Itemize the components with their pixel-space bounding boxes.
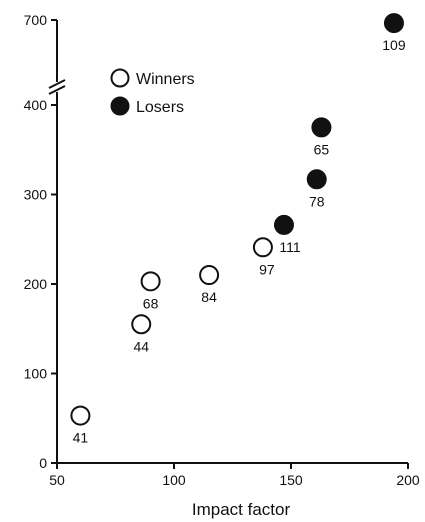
x-axis-label: Impact factor bbox=[192, 500, 291, 519]
x-tick-label: 150 bbox=[279, 472, 303, 488]
y-tick-label: 400 bbox=[24, 97, 48, 113]
winner-point bbox=[70, 405, 91, 426]
winner-point bbox=[252, 237, 273, 258]
axis-break-mark bbox=[48, 79, 66, 89]
point-label: 97 bbox=[259, 261, 275, 277]
point-label: 41 bbox=[73, 430, 89, 446]
point-label: 44 bbox=[133, 338, 149, 354]
point-label: 109 bbox=[382, 37, 406, 53]
point-label: 84 bbox=[201, 289, 217, 305]
point-label: 68 bbox=[143, 295, 159, 311]
y-tick-label: 200 bbox=[24, 276, 48, 292]
legend-label-losers: Losers bbox=[136, 99, 184, 116]
loser-point bbox=[311, 117, 332, 138]
y-tick-label: 300 bbox=[24, 187, 48, 203]
axis-break-mark bbox=[48, 85, 66, 95]
y-tick-label: 700 bbox=[24, 12, 48, 28]
loser-point bbox=[273, 214, 294, 235]
y-tick-label: 0 bbox=[39, 455, 47, 471]
legend: Winners Losers bbox=[110, 68, 195, 116]
ticks: 50 100 150 200 0 100 200 300 400 700 bbox=[24, 12, 420, 488]
x-tick-label: 100 bbox=[162, 472, 186, 488]
winner-point bbox=[140, 271, 161, 292]
y-tick-label: 100 bbox=[24, 366, 48, 382]
loser-point bbox=[383, 13, 404, 34]
x-tick-label: 200 bbox=[396, 472, 420, 488]
point-label: 111 bbox=[279, 239, 300, 255]
legend-label-winners: Winners bbox=[136, 71, 195, 88]
winner-point bbox=[131, 314, 152, 335]
legend-swatch-winners bbox=[110, 68, 130, 88]
point-label: 65 bbox=[314, 141, 330, 157]
x-tick-label: 50 bbox=[49, 472, 65, 488]
point-label: 78 bbox=[309, 193, 325, 209]
winner-point bbox=[199, 265, 220, 286]
legend-swatch-losers bbox=[110, 96, 130, 116]
axes bbox=[48, 20, 408, 464]
loser-point bbox=[306, 169, 327, 190]
